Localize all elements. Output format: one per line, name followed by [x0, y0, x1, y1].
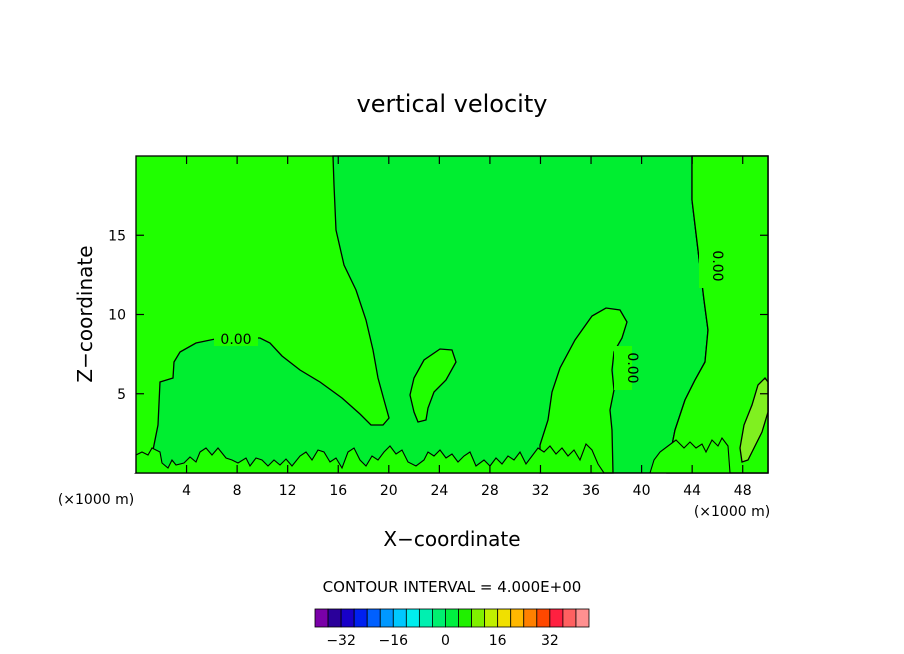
- x-unit-left: (×1000 m): [58, 492, 134, 508]
- x-tick-label: 20: [380, 483, 398, 499]
- x-tick-label: 16: [329, 483, 347, 499]
- contour-region-strong: [739, 377, 769, 463]
- contour-surface-layer: [135, 443, 606, 474]
- contour-surface-right: [649, 436, 731, 474]
- colorbar-swatch: [536, 608, 551, 628]
- contour-interval: CONTOUR INTERVAL = 4.000E+00: [323, 578, 582, 596]
- colorbar-swatch: [418, 608, 433, 628]
- x-tick-label: 44: [683, 483, 701, 499]
- colorbar-swatch: [327, 608, 342, 628]
- contour-region-plume: [539, 307, 628, 474]
- y-tick-label: 5: [117, 387, 126, 403]
- y-tick-label: 10: [108, 308, 126, 324]
- x-tick-label: 40: [633, 483, 651, 499]
- colorbar-swatch: [366, 608, 381, 628]
- colorbar-swatch: [471, 608, 486, 628]
- y-axis-label: Z−coordinate: [73, 245, 97, 382]
- colorbar-swatch: [575, 608, 590, 628]
- y-axis-ticks: 5 10 15: [108, 228, 768, 403]
- plot-area: 0.00 0.00 0.00: [134, 155, 769, 474]
- x-axis-ticks: 4 8 12 16 20 24 28 32 36 40 44 48: [182, 156, 752, 499]
- x-tick-label: 8: [233, 483, 242, 499]
- contour-label-bg-1: [214, 330, 258, 346]
- colorbar-swatch: [405, 608, 420, 628]
- colorbar-swatch: [314, 608, 329, 628]
- x-tick-label: 32: [532, 483, 550, 499]
- chart-title: vertical velocity: [357, 90, 548, 118]
- colorbar-swatch: [353, 608, 368, 628]
- colorbar-swatch: [445, 608, 459, 628]
- colorbar-swatch: [549, 608, 564, 628]
- colorbar-ticks: −32 −16 0 16 32: [326, 633, 558, 649]
- x-tick-label: 12: [279, 483, 297, 499]
- colorbar-swatch: [432, 608, 446, 628]
- x-axis-label: X−coordinate: [383, 527, 520, 551]
- colorbar-swatch: [523, 608, 538, 628]
- colorbar-swatch: [458, 608, 472, 628]
- colorbar-tick-label: 16: [489, 633, 507, 649]
- colorbar-tick-label: −32: [326, 633, 356, 649]
- y-tick-label: 15: [108, 228, 126, 244]
- x-tick-label: 24: [430, 483, 448, 499]
- x-tick-label: 48: [734, 483, 752, 499]
- colorbar-swatch: [510, 608, 525, 628]
- colorbar-tick-label: −16: [379, 633, 409, 649]
- x-unit-right: (×1000 m): [694, 504, 770, 520]
- colorbar-tick-label: 0: [441, 633, 450, 649]
- contour-label-bg-3: [699, 244, 717, 288]
- x-tick-label: 28: [481, 483, 499, 499]
- colorbar-swatch: [484, 608, 499, 628]
- contour-label-3: 0.00: [709, 250, 725, 281]
- x-tick-label: 36: [582, 483, 600, 499]
- colorbar-swatch: [340, 608, 355, 628]
- x-tick-label: 4: [182, 483, 191, 499]
- contour-region-cell: [409, 348, 457, 423]
- contour-label-1: 0.00: [220, 332, 251, 348]
- contour-label-bg-2: [614, 346, 632, 390]
- colorbar-swatch: [379, 608, 394, 628]
- colorbar: [314, 608, 590, 628]
- contour-label-2: 0.00: [624, 352, 640, 383]
- colorbar-swatch: [497, 608, 512, 628]
- colorbar-tick-label: 32: [541, 633, 559, 649]
- colorbar-swatch: [562, 608, 577, 628]
- colorbar-swatch: [392, 608, 407, 628]
